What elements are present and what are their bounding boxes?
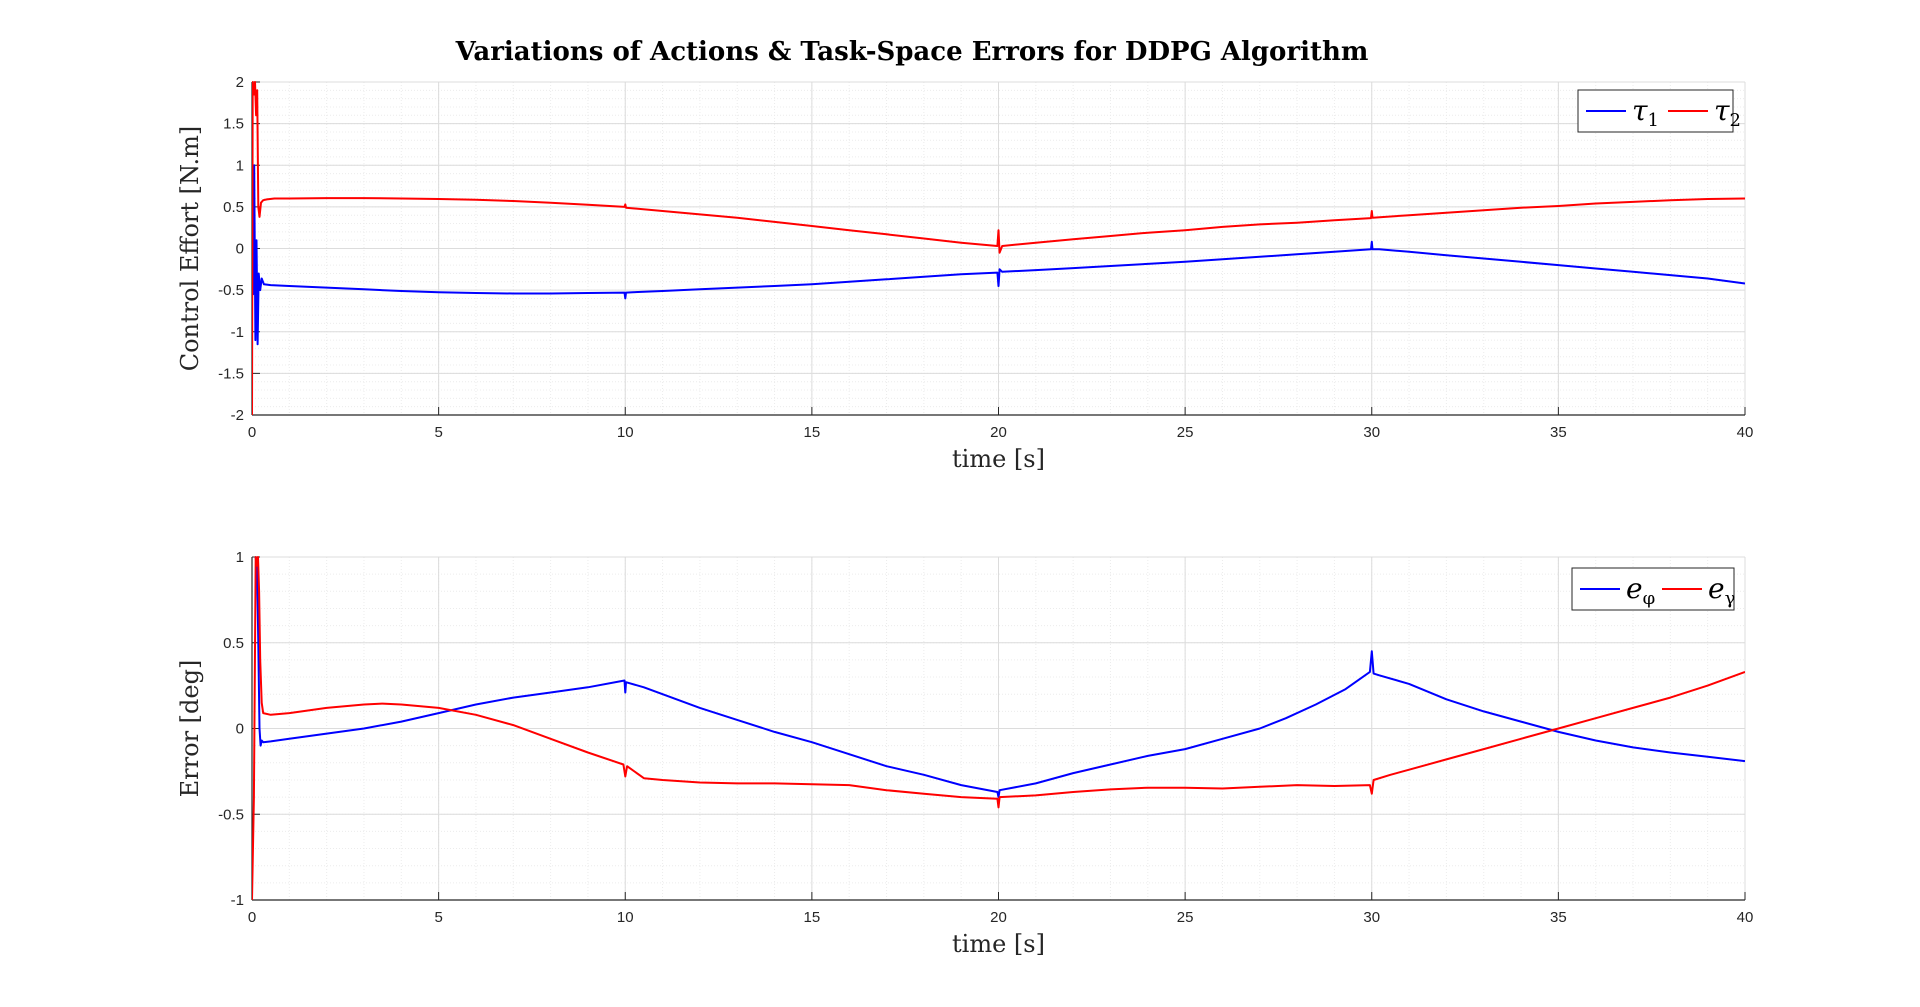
legend-label-base: τ	[1632, 94, 1648, 127]
x-tick-label: 30	[1363, 909, 1380, 926]
y-tick-label: -1	[231, 892, 244, 909]
legend: τ1 τ2	[1577, 89, 1741, 133]
series-line-2	[252, 81, 1745, 416]
y-tick-label: 1	[236, 157, 244, 174]
x-tick-label: 35	[1550, 424, 1567, 441]
series-line-1	[254, 556, 1745, 799]
y-axis-label: Control Effort [N.m]	[176, 126, 204, 371]
y-tick-label: 0	[236, 241, 244, 258]
y-tick-label: 0	[236, 721, 244, 738]
y-tick-label: 2	[236, 74, 244, 91]
x-tick-label: 15	[804, 909, 821, 926]
y-tick-label: -0.5	[218, 282, 244, 299]
control-effort-panel: 0 5 10 15 20 25 30 35 40 -2 -1.5 -1 -0.5 0 0.5 1 1.5 2 tim…	[176, 74, 1753, 473]
x-tick-label: 35	[1550, 909, 1567, 926]
y-tick-label: 0.5	[223, 199, 244, 216]
y-tick-label: 1	[236, 549, 244, 566]
x-tick-label: 5	[434, 909, 442, 926]
y-tick-label: -1.5	[218, 365, 244, 382]
x-tick-label: 15	[804, 424, 821, 441]
series-line-2	[252, 556, 1745, 901]
x-tick-label: 0	[248, 424, 256, 441]
x-axis-label: time [s]	[952, 445, 1045, 473]
y-axis-label: Error [deg]	[176, 660, 204, 798]
legend-label-2: τ2	[1714, 94, 1741, 131]
y-tick-label: 0.5	[223, 635, 244, 652]
x-tick-label: 10	[617, 424, 634, 441]
x-tick-label: 20	[990, 909, 1007, 926]
y-tick-label: -0.5	[218, 806, 244, 823]
x-tick-label: 30	[1363, 424, 1380, 441]
legend-label-1: τ1	[1632, 94, 1659, 131]
x-tick-label: 0	[248, 909, 256, 926]
x-tick-label: 40	[1737, 424, 1754, 441]
y-tick-label: -1	[231, 324, 244, 341]
legend-label-base: e	[1626, 572, 1643, 605]
x-tick-label: 25	[1177, 424, 1194, 441]
y-tick-label: 1.5	[223, 116, 244, 133]
y-tick-label: -2	[231, 407, 244, 424]
legend: eφ eγ	[1571, 567, 1735, 611]
x-tick-label: 20	[990, 424, 1007, 441]
x-tick-label: 10	[617, 909, 634, 926]
legend-label-2: eγ	[1708, 572, 1735, 609]
legend-label-subscript: 2	[1730, 110, 1741, 131]
legend-label-1: eφ	[1626, 572, 1655, 609]
x-tick-label: 25	[1177, 909, 1194, 926]
x-tick-label: 40	[1737, 909, 1754, 926]
legend-label-subscript: φ	[1643, 588, 1656, 609]
legend-label-subscript: 1	[1648, 110, 1659, 131]
x-tick-label: 5	[434, 424, 442, 441]
series-line-1	[252, 164, 1745, 346]
chart-title: Variations of Actions & Task-Space Error…	[455, 37, 1369, 67]
x-axis-label: time [s]	[952, 930, 1045, 958]
legend-label-subscript: γ	[1725, 588, 1736, 609]
error-panel: 0 5 10 15 20 25 30 35 40 -1 -0.5 0 0.5 1 time [s] Error…	[176, 549, 1753, 958]
legend-label-base: τ	[1714, 94, 1730, 127]
legend-label-base: e	[1708, 572, 1725, 605]
